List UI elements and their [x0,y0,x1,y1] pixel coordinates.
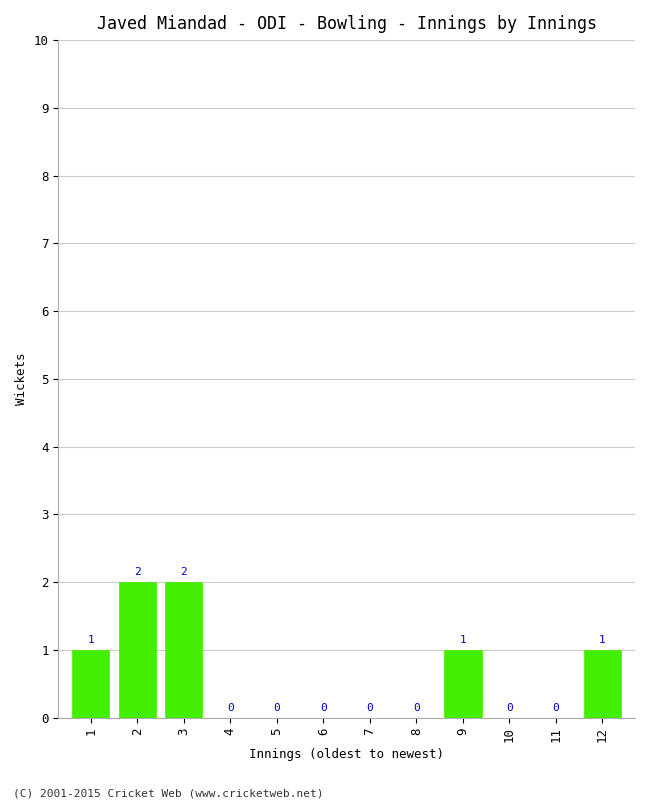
Text: 2: 2 [181,567,187,578]
Text: 0: 0 [227,703,234,713]
Text: 0: 0 [506,703,513,713]
Text: 1: 1 [599,635,606,646]
Text: 0: 0 [552,703,559,713]
Bar [72,650,109,718]
Bar [445,650,482,718]
Bar [165,582,202,718]
Text: 1: 1 [460,635,466,646]
X-axis label: Innings (oldest to newest): Innings (oldest to newest) [249,748,444,761]
Text: 1: 1 [88,635,94,646]
Text: 0: 0 [413,703,420,713]
Text: 0: 0 [320,703,327,713]
Text: 2: 2 [134,567,140,578]
Bar [119,582,156,718]
Bar [584,650,621,718]
Y-axis label: Wickets: Wickets [15,353,28,405]
Title: Javed Miandad - ODI - Bowling - Innings by Innings: Javed Miandad - ODI - Bowling - Innings … [97,15,597,33]
Text: 0: 0 [367,703,373,713]
Text: 0: 0 [274,703,280,713]
Text: (C) 2001-2015 Cricket Web (www.cricketweb.net): (C) 2001-2015 Cricket Web (www.cricketwe… [13,788,324,798]
